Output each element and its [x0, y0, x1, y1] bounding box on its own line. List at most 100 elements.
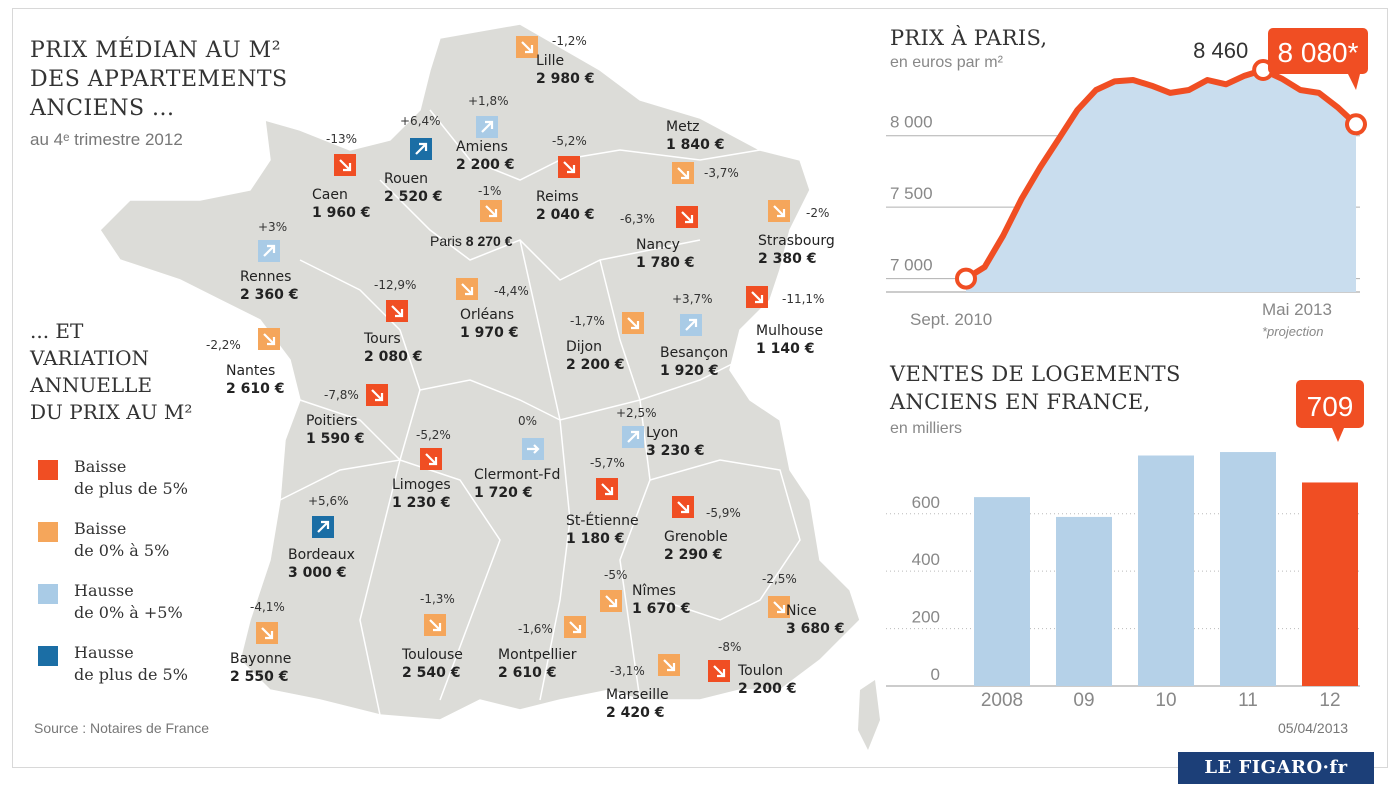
city-change-metz: -3,7% [704, 166, 739, 180]
city-price: 8 270 € [465, 233, 513, 249]
arrow-down-right-icon [366, 384, 388, 406]
city-label-tours: Tours 2 080 € [364, 330, 422, 366]
arrow-down-right-icon [386, 300, 408, 322]
legend-label: Baisse [74, 519, 127, 538]
arrow-up-right-icon [622, 426, 644, 448]
city-name: Strasbourg [758, 233, 835, 249]
city-label-poitiers: Poitiers 1 590 € [306, 412, 364, 448]
city-name: Toulon [738, 663, 783, 679]
city-name: Bayonne [230, 651, 292, 667]
city-price: 1 140 € [756, 341, 815, 357]
legend-label: de 0% à +5% [74, 603, 183, 622]
le-figaro-logo: LE FIGARO·fr [1178, 752, 1374, 784]
paris-x-start-label: Sept. 2010 [910, 310, 993, 329]
map-title: PRIX MÉDIAN AU M² DES APPARTEMENTS ANCIE… [30, 36, 288, 123]
city-price: 2 200 € [456, 157, 515, 173]
corsica [858, 680, 880, 750]
variation-title-line-2: VARIATION [30, 346, 149, 370]
city-price: 2 520 € [384, 189, 443, 205]
city-change-toulon: -8% [718, 640, 742, 654]
city-label-orleans: Orléans 1 970 € [460, 306, 518, 342]
city-label-strasbourg: Strasbourg 2 380 € [758, 232, 835, 268]
city-price: 2 200 € [738, 681, 797, 697]
city-change-toulouse: -1,3% [420, 592, 455, 606]
city-price: 1 720 € [474, 485, 533, 501]
city-label-paris: Paris 8 270 € [430, 232, 513, 250]
city-label-nimes: Nîmes 1 670 € [632, 582, 690, 618]
paris-chart-subtitle: en euros par m² [890, 54, 1003, 71]
infographic-frame [12, 8, 1388, 768]
city-name: Orléans [460, 307, 515, 323]
publication-date: 05/04/2013 [1278, 720, 1349, 736]
city-change-caen: -13% [326, 132, 358, 146]
city-label-limoges: Limoges 1 230 € [392, 476, 451, 512]
legend-label: Hausse [74, 643, 134, 662]
city-name: Rouen [384, 171, 429, 187]
city-change-clermont-fd: 0% [518, 414, 538, 428]
arrow-down-right-icon [38, 460, 58, 480]
city-change-rouen: +6,4% [400, 114, 441, 128]
city-name: Toulouse [402, 647, 463, 663]
paris-chart-title: PRIX À PARIS, [890, 26, 1048, 50]
city-name: Nice [786, 603, 817, 619]
city-change-nantes: -2,2% [206, 338, 241, 352]
city-name: Poitiers [306, 413, 358, 429]
arrow-down-right-icon [456, 278, 478, 300]
city-price: 1 970 € [460, 325, 519, 341]
city-label-nancy: Nancy 1 780 € [636, 236, 694, 272]
city-label-marseille: Marseille 2 420 € [606, 686, 669, 722]
map-title-line-2: DES APPARTEMENTS [30, 67, 288, 92]
city-price: 2 610 € [498, 665, 557, 681]
city-label-toulouse: Toulouse 2 540 € [402, 646, 463, 682]
city-label-dijon: Dijon 2 200 € [566, 338, 624, 374]
city-label-montpellier: Montpellier 2 610 € [498, 646, 577, 682]
city-price: 2 080 € [364, 349, 423, 365]
city-price: 2 360 € [240, 287, 299, 303]
arrow-up-right-icon [38, 584, 58, 604]
paris-projection-note: *projection [1262, 324, 1324, 339]
city-change-orleans: -4,4% [494, 284, 529, 298]
city-price: 1 960 € [312, 205, 371, 221]
sales-chart-title-line-1: VENTES DE LOGEMENTS [890, 362, 1181, 386]
city-price: 2 540 € [402, 665, 461, 681]
city-name: Clermont-Fd [474, 467, 561, 483]
sales-chart-subtitle: en milliers [890, 420, 963, 437]
legend-label: de plus de 5% [74, 479, 188, 498]
city-label-reims: Reims 2 040 € [536, 188, 594, 224]
legend-label: Hausse [74, 581, 134, 600]
city-label-grenoble: Grenoble 2 290 € [664, 528, 728, 564]
variation-title-line-1: ... ET [30, 319, 84, 343]
arrow-down-right-icon [596, 478, 618, 500]
city-name: Nantes [226, 363, 276, 379]
city-label-lyon: Lyon 3 230 € [646, 424, 704, 460]
legend-label: de 0% à 5% [74, 541, 170, 560]
city-label-nice: Nice 3 680 € [786, 602, 844, 638]
city-label-clermont-fd: Clermont-Fd 1 720 € [474, 466, 560, 502]
city-label-metz: Metz 1 840 € [666, 118, 724, 154]
arrow-down-right-icon [424, 614, 446, 636]
city-change-bayonne: -4,1% [250, 600, 285, 614]
city-name: Limoges [392, 477, 451, 493]
arrow-down-right-icon [672, 162, 694, 184]
city-price: 1 590 € [306, 431, 365, 447]
arrow-up-right-icon [258, 240, 280, 262]
city-name: Lille [536, 53, 565, 69]
city-name: Besançon [660, 345, 729, 361]
france-mainland [99, 23, 861, 721]
city-change-rennes: +3% [258, 220, 288, 234]
arrow-down-right-icon [564, 616, 586, 638]
city-name: Caen [312, 187, 348, 203]
arrow-down-right-icon [768, 200, 790, 222]
city-price: 1 840 € [666, 137, 725, 153]
city-label-lille: Lille 2 980 € [536, 52, 594, 88]
arrow-up-right-icon [312, 516, 334, 538]
city-name: Lyon [646, 425, 679, 441]
arrow-right-icon [522, 438, 544, 460]
city-change-besancon: +3,7% [672, 292, 713, 306]
city-name: Paris [430, 233, 466, 249]
city-change-st-etienne: -5,7% [590, 456, 625, 470]
city-change-grenoble: -5,9% [706, 506, 741, 520]
arrow-down-right-icon [334, 154, 356, 176]
arrow-down-right-icon [708, 660, 730, 682]
city-price: 2 610 € [226, 381, 285, 397]
